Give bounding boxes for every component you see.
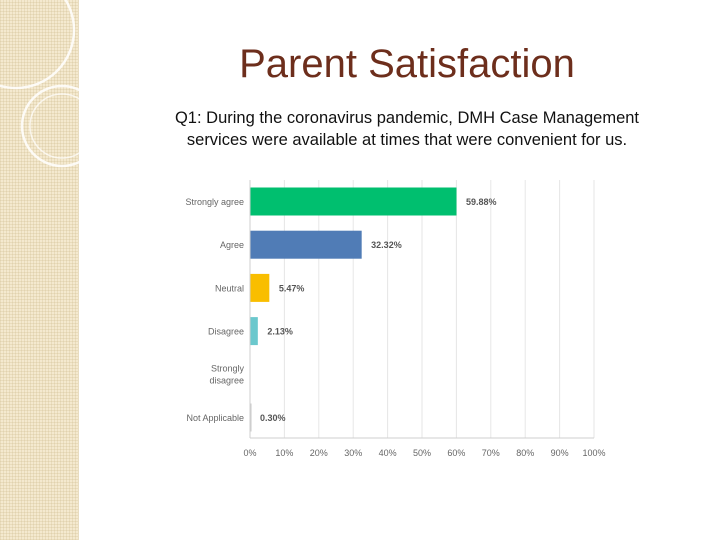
x-tick-label: 40% — [379, 448, 397, 458]
x-tick-label: 90% — [551, 448, 569, 458]
x-tick-label: 50% — [413, 448, 431, 458]
bar — [250, 230, 362, 259]
category-label: Strongly agree — [185, 197, 244, 207]
chart-question: Q1: During the coronavirus pandemic, DMH… — [174, 109, 640, 149]
value-label: 5.47% — [279, 283, 305, 293]
decorative-sidebar — [0, 0, 79, 540]
category-label: Strongly — [211, 363, 245, 373]
bar — [250, 317, 258, 346]
category-label: Neutral — [215, 283, 244, 293]
value-label: 59.88% — [466, 197, 497, 207]
x-tick-label: 60% — [447, 448, 465, 458]
value-label: 32.32% — [371, 240, 402, 250]
x-tick-label: 80% — [516, 448, 534, 458]
category-label: disagree — [209, 375, 244, 385]
x-tick-label: 100% — [582, 448, 605, 458]
value-label: 0.30% — [260, 413, 286, 423]
bar — [250, 403, 252, 432]
x-tick-label: 0% — [243, 448, 256, 458]
x-tick-label: 30% — [344, 448, 362, 458]
category-label: Disagree — [208, 327, 244, 337]
decorative-circles — [0, 0, 90, 168]
x-tick-label: 10% — [275, 448, 293, 458]
bar — [250, 273, 270, 302]
x-tick-label: 20% — [310, 448, 328, 458]
x-tick-label: 70% — [482, 448, 500, 458]
value-label: 2.13% — [267, 327, 293, 337]
category-label: Not Applicable — [186, 413, 244, 423]
category-label: Agree — [220, 240, 244, 250]
bar — [250, 187, 457, 216]
page-title: Parent Satisfaction — [239, 42, 575, 86]
